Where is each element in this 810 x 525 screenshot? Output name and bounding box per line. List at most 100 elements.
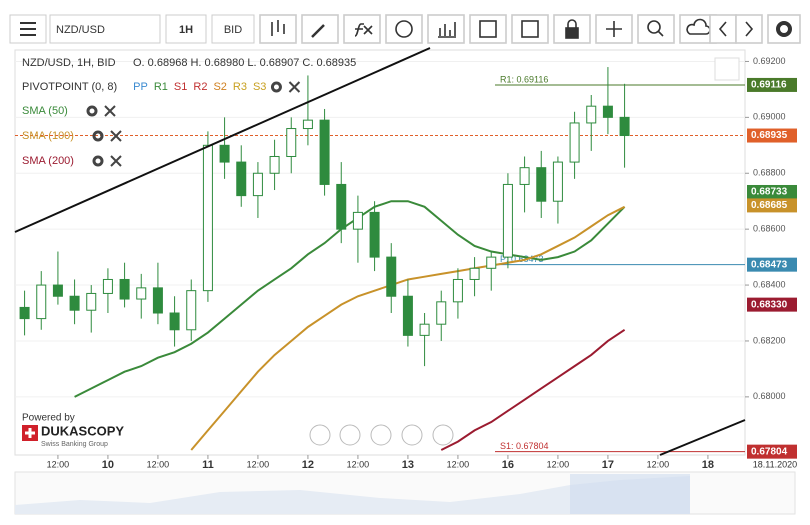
period: 1H — [179, 24, 193, 36]
candle-body — [619, 116, 630, 137]
candle-body — [502, 183, 513, 258]
info-button[interactable] — [385, 14, 423, 44]
zoom-handle — [657, 30, 664, 37]
candle-body — [352, 211, 363, 230]
indicator-label: PIVOTPOINT (0, 8) — [22, 81, 117, 93]
settings-button[interactable] — [767, 14, 801, 44]
forward-button[interactable] — [735, 14, 763, 44]
candle-body — [219, 144, 230, 163]
candle-body — [369, 211, 380, 258]
x-tick-label: 11 — [202, 459, 214, 471]
indicator-item: R3 — [233, 81, 247, 93]
candle-body — [69, 295, 80, 311]
info-icon — [395, 20, 413, 38]
candle-body — [569, 122, 580, 163]
gear-icon — [776, 21, 792, 37]
legend-remove[interactable] — [104, 105, 116, 117]
trendline — [659, 419, 746, 456]
candle-body — [469, 267, 480, 280]
nav-controls — [309, 424, 454, 446]
candle-body — [436, 301, 447, 325]
candle-body — [302, 119, 313, 130]
indicator-item: R2 — [193, 81, 207, 93]
pivot-badge — [747, 77, 797, 92]
sma-line — [190, 205, 626, 451]
period-button[interactable] — [165, 14, 207, 44]
fx-icon — [354, 23, 373, 37]
plot-area: R1: 0.69116 P: 0.68473 S1: 0.67804 — [15, 60, 745, 453]
calendar-button[interactable] — [469, 14, 507, 44]
lock-icon — [565, 27, 579, 39]
indicator-item: R1 — [154, 81, 168, 93]
y-tick-label: 0.68800 — [753, 168, 786, 178]
candle-body — [152, 287, 163, 314]
symbol-box[interactable] — [49, 14, 161, 44]
chart-header: NZD/USD, 1H, BID — [22, 57, 116, 69]
side-button[interactable] — [211, 14, 255, 44]
sma-badge-label: 0.68733 — [751, 187, 788, 198]
pivot-label: R1: 0.69116 — [500, 74, 548, 84]
x-date-label: 18.11.2020 — [753, 459, 797, 469]
x-tick-label: 12 — [302, 459, 314, 471]
legend-label: SMA (200) — [22, 155, 74, 167]
indicator-remove[interactable] — [288, 81, 301, 93]
zoom-button[interactable] — [637, 14, 675, 44]
y-tick-label: 0.69000 — [753, 112, 786, 122]
candle-body — [486, 256, 497, 269]
indicator-item: PP — [133, 81, 148, 93]
indicator-item: S1 — [174, 81, 187, 93]
expand-button[interactable] — [714, 57, 740, 81]
candle-body — [286, 128, 297, 157]
side: BID — [224, 24, 242, 36]
last-price-badge — [747, 128, 797, 143]
x-tick-label: 17 — [602, 459, 614, 471]
powered-by: Powered by — [22, 413, 75, 424]
brand-cross — [25, 428, 35, 438]
y-tick-label: 0.68200 — [753, 335, 786, 345]
candle-body — [319, 119, 330, 185]
report-button[interactable] — [511, 14, 549, 44]
pivot-label: P: 0.68473 — [500, 254, 544, 264]
back-icon — [718, 21, 727, 37]
indicator-item: S3 — [253, 81, 266, 93]
nav-zoom-in[interactable] — [401, 424, 423, 446]
nav-prev[interactable] — [309, 424, 331, 446]
calendar-icon — [479, 20, 497, 38]
back-button[interactable] — [709, 14, 737, 44]
x-tick-label: 16 — [502, 459, 514, 471]
legend: SMA (50) SMA (100) SMA (200) — [22, 105, 122, 167]
legend-settings[interactable] — [92, 130, 104, 142]
x-tick-label: 12:00 — [447, 459, 470, 469]
candle-body — [102, 278, 113, 294]
legend-remove[interactable] — [110, 155, 122, 167]
y-tick-label: 0.68600 — [753, 224, 786, 234]
last-price-badge-label: 0.68935 — [751, 130, 788, 141]
candle-body — [119, 278, 130, 300]
candle-body — [202, 144, 213, 292]
candle-body — [136, 287, 147, 300]
pivot-badge-label: 0.68473 — [751, 259, 788, 270]
y-tick-label: 0.68000 — [753, 391, 786, 401]
candle-body — [19, 306, 30, 320]
navigator-window[interactable] — [570, 474, 690, 514]
candle-body — [586, 105, 597, 124]
brand-tagline: Swiss Banking Group — [41, 441, 108, 448]
legend-label: SMA (100) — [22, 130, 74, 142]
legend-remove[interactable] — [110, 130, 122, 142]
nav-next[interactable] — [432, 424, 454, 446]
indicator-settings[interactable] — [270, 81, 282, 93]
legend-settings[interactable] — [92, 155, 104, 167]
pivot-label: S1: 0.67804 — [500, 441, 549, 451]
sma-badge — [747, 184, 797, 199]
candle-body — [519, 167, 530, 185]
volume-button[interactable] — [427, 14, 465, 44]
x-tick-label: 18 — [702, 459, 714, 471]
menu-icon — [20, 22, 36, 36]
legend-settings[interactable] — [86, 105, 98, 117]
nav-reset[interactable] — [370, 424, 392, 446]
nav-zoom-out[interactable] — [339, 424, 361, 446]
candle-body — [252, 172, 263, 197]
lock-shackle — [567, 19, 577, 28]
candle-body — [269, 155, 280, 174]
